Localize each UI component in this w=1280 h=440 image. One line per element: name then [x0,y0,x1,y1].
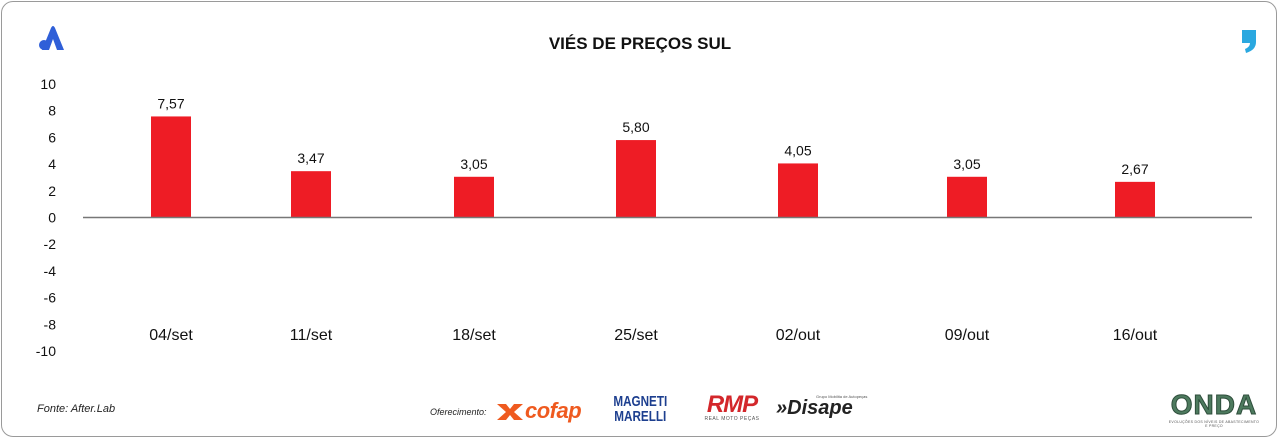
y-axis-ticks: 10 8 6 4 2 0 -2 -4 -6 -8 -10 [36,76,56,359]
y-tick-label: 6 [48,129,56,145]
bar [151,116,191,218]
bar-value-label: 4,05 [784,142,811,158]
y-tick-label: 2 [48,183,56,199]
bar-value-label: 2,67 [1121,161,1148,177]
source-note: Fonte: After.Lab [37,403,116,415]
x-category-label: 16/out [1113,327,1158,344]
y-tick-label: 8 [48,103,56,119]
bar-value-label: 7,57 [157,95,184,111]
rmp-wordmark: RMP [706,391,758,418]
rmp-tagline: REAL MOTO PEÇAS [704,416,760,422]
disape-tagline: Grupo Mobilita de Autopeças [816,394,868,399]
magneti-marelli-logo: MAGNETI MARELLI [613,394,668,424]
y-tick-label: -10 [36,343,56,359]
value-labels: 7,57 3,47 3,05 5,80 4,05 3,05 2,67 [157,95,1148,176]
onda-logo: ONDA EVOLUÇÕES DOS NÍVEIS DE ABASTECIMEN… [1168,389,1260,428]
y-tick-label: -6 [44,290,57,306]
bars [151,116,1155,218]
comma-quote-icon [1242,30,1256,53]
x-category-label: 04/set [149,327,193,344]
x-category-label: 09/out [945,327,990,344]
bar [778,163,818,218]
bar [454,176,494,218]
x-category-label: 11/set [290,327,333,344]
x-category-label: 18/set [452,327,496,344]
cofap-logo: cofap [497,398,582,424]
chart-title: VIÉS DE PREÇOS SUL [548,34,732,53]
bar [947,176,987,218]
y-tick-label: -2 [44,236,57,252]
onda-wordmark: ONDA [1170,389,1258,420]
bar-value-label: 3,47 [297,150,324,166]
magneti-line: MAGNETI [613,393,668,410]
y-tick-label: -4 [44,263,57,279]
y-tick-label: 0 [48,210,56,226]
y-tick-label: 10 [40,76,56,92]
x-category-label: 02/out [776,327,821,344]
bar [616,140,656,218]
disape-wordmark: »Disape [776,397,853,419]
disape-logo: Grupo Mobilita de Autopeças »Disape [776,394,867,420]
onda-tagline: EVOLUÇÕES DOS NÍVEIS DE ABASTECIMENTO E … [1168,420,1260,428]
marelli-line: MARELLI [614,408,667,425]
bar-value-label: 3,05 [460,156,487,172]
bar-value-label: 3,05 [953,156,980,172]
x-category-label: 25/set [614,327,658,344]
y-tick-label: 4 [48,156,56,172]
cofap-wordmark: cofap [525,398,582,423]
y-tick-label: -8 [44,316,57,332]
bar [291,171,331,218]
cofap-x-icon [497,404,523,421]
bar [1115,181,1155,218]
x-axis-labels: 04/set 11/set 18/set 25/set 02/out 09/out 16/o… [149,327,1158,344]
rmp-logo: RMP REAL MOTO PEÇAS [698,391,766,423]
bar-value-label: 5,80 [622,119,649,135]
sponsor-label: Oferecimento: [430,407,487,417]
after-lab-a-logo-icon [39,26,64,50]
